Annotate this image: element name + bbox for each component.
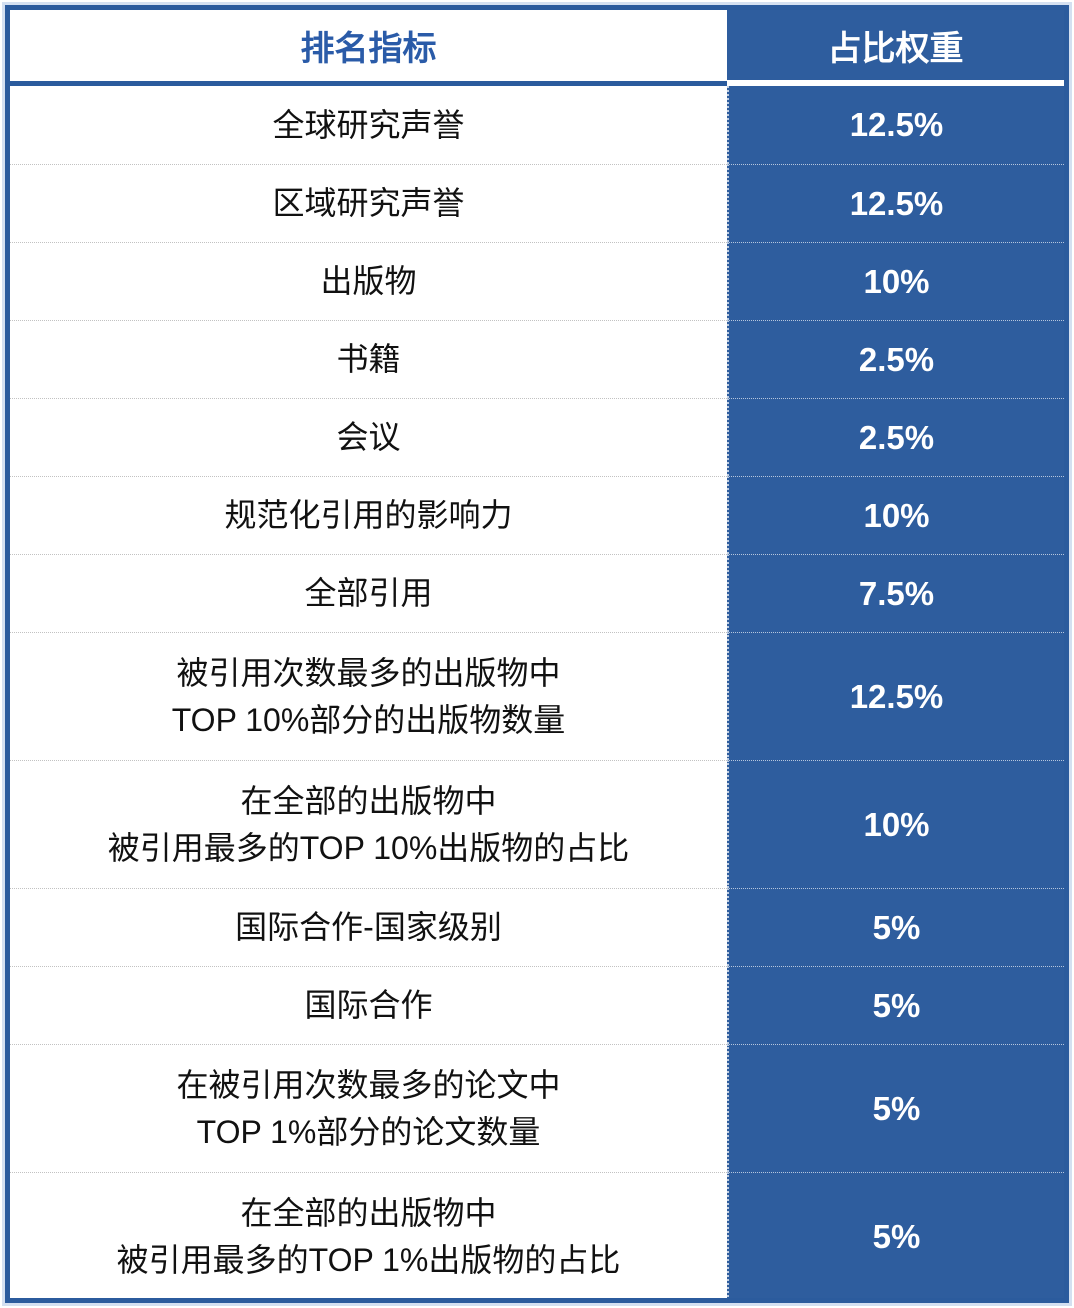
weight-cell: 5% xyxy=(727,1044,1064,1172)
header-indicator-label: 排名指标 xyxy=(10,10,727,86)
indicator-line: 在被引用次数最多的论文中 xyxy=(176,1066,561,1103)
table-row: 国际合作-国家级别 5% xyxy=(10,888,1064,966)
indicator-line: 被引用次数最多的出版物中 xyxy=(176,654,561,691)
table-row: 会议 2.5% xyxy=(10,398,1064,476)
indicator-line: 在全部的出版物中 xyxy=(240,1194,497,1231)
table-row: 在被引用次数最多的论文中 TOP 1%部分的论文数量 5% xyxy=(10,1044,1064,1172)
table-body: 全球研究声誉 12.5% 区域研究声誉 12.5% 出版物 10% 书籍 2.5… xyxy=(10,86,1064,1298)
table-row: 在全部的出版物中被引用最多的TOP 1%出版物的占比 5% xyxy=(10,1172,1064,1298)
indicator-line: TOP 1%部分的论文数量 xyxy=(196,1113,541,1150)
weight-cell: 2.5% xyxy=(727,398,1064,476)
table-row: 书籍 2.5% xyxy=(10,320,1064,398)
table-row: 出版物 10% xyxy=(10,242,1064,320)
table-row: 国际合作 5% xyxy=(10,966,1064,1044)
indicator-line: 国际合作 xyxy=(304,987,433,1023)
weight-cell: 5% xyxy=(727,888,1064,966)
indicator-cell: 书籍 xyxy=(10,320,727,398)
indicator-line: 被引用最多的TOP 1%出版物的占比 xyxy=(116,1241,621,1278)
ranking-weights-table: 排名指标 占比权重 全球研究声誉 12.5% 区域研究声誉 12.5% 出版物 … xyxy=(5,5,1069,1303)
indicator-line: 在全部的出版物中 xyxy=(240,782,497,819)
indicator-line: TOP 10%部分的出版物数量 xyxy=(171,701,566,738)
indicator-cell: 规范化引用的影响力 xyxy=(10,476,727,554)
weight-cell: 12.5% xyxy=(727,86,1064,164)
indicator-line: 区域研究声誉 xyxy=(272,185,465,221)
weight-cell: 10% xyxy=(727,476,1064,554)
weight-cell: 10% xyxy=(727,760,1064,888)
indicator-cell: 在全部的出版物中被引用最多的TOP 1%出版物的占比 xyxy=(10,1172,727,1298)
weight-cell: 2.5% xyxy=(727,320,1064,398)
weight-cell: 12.5% xyxy=(727,632,1064,760)
indicator-cell: 出版物 xyxy=(10,242,727,320)
table-row: 全部引用 7.5% xyxy=(10,554,1064,632)
indicator-line: 全球研究声誉 xyxy=(272,106,465,143)
table-row: 被引用次数最多的出版物中 TOP 10%部分的出版物数量 12.5% xyxy=(10,632,1064,760)
indicator-cell: 在全部的出版物中被引用最多的TOP 10%出版物的占比 xyxy=(10,760,727,888)
table-row: 全球研究声誉 12.5% xyxy=(10,86,1064,164)
indicator-cell: 被引用次数最多的出版物中 TOP 10%部分的出版物数量 xyxy=(10,632,727,760)
header-weight-label: 占比权重 xyxy=(727,10,1064,86)
indicator-cell: 国际合作 xyxy=(10,966,727,1044)
table-row: 规范化引用的影响力 10% xyxy=(10,476,1064,554)
weight-cell: 12.5% xyxy=(727,164,1064,242)
indicator-line: 会议 xyxy=(336,419,401,455)
indicator-cell: 国际合作-国家级别 xyxy=(10,888,727,966)
indicator-line: 国际合作-国家级别 xyxy=(235,909,502,945)
indicator-line: 全部引用 xyxy=(304,575,433,611)
weight-cell: 5% xyxy=(727,1172,1064,1298)
indicator-line: 书籍 xyxy=(336,341,401,377)
weight-cell: 10% xyxy=(727,242,1064,320)
table-row: 区域研究声誉 12.5% xyxy=(10,164,1064,242)
indicator-line: 被引用最多的TOP 10%出版物的占比 xyxy=(107,829,630,866)
weight-cell: 7.5% xyxy=(727,554,1064,632)
indicator-cell: 全球研究声誉 xyxy=(10,86,727,164)
indicator-cell: 会议 xyxy=(10,398,727,476)
indicator-cell: 全部引用 xyxy=(10,554,727,632)
table-header-row: 排名指标 占比权重 xyxy=(10,10,1064,86)
indicator-cell: 区域研究声誉 xyxy=(10,164,727,242)
weight-cell: 5% xyxy=(727,966,1064,1044)
indicator-cell: 在被引用次数最多的论文中 TOP 1%部分的论文数量 xyxy=(10,1044,727,1172)
indicator-line: 规范化引用的影响力 xyxy=(224,497,513,533)
table-row: 在全部的出版物中被引用最多的TOP 10%出版物的占比 10% xyxy=(10,760,1064,888)
indicator-line: 出版物 xyxy=(320,263,417,299)
